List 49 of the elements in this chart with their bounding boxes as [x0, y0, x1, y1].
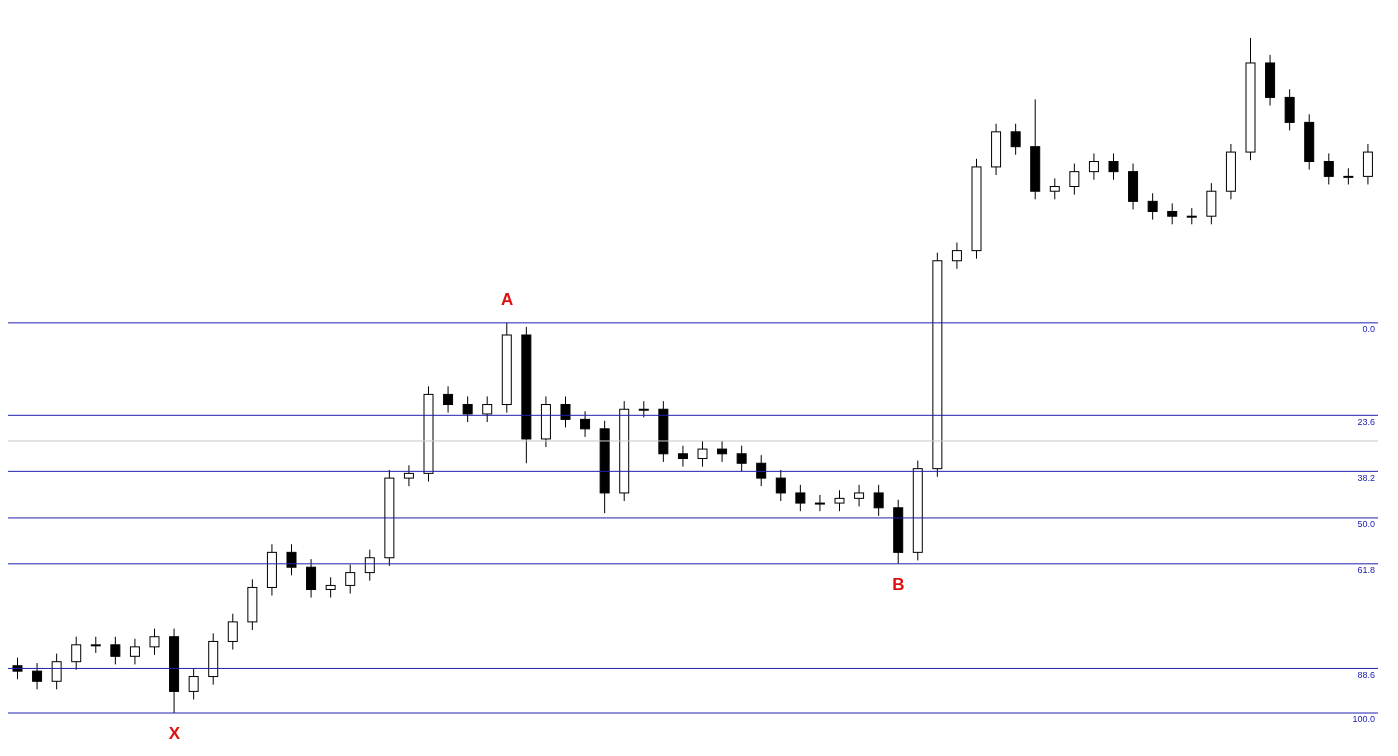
annotation: 23.6 — [1357, 416, 1375, 427]
candlestick — [1323, 152, 1334, 185]
candlestick — [227, 613, 238, 651]
candlestick — [951, 242, 962, 270]
candlestick — [286, 543, 297, 576]
candlestick — [403, 464, 414, 487]
candlestick — [443, 385, 454, 414]
annotation: 100.0 — [1352, 714, 1375, 725]
candlestick — [32, 662, 43, 690]
annotation: X — [168, 724, 181, 744]
candlestick — [677, 445, 688, 468]
candlestick — [129, 638, 140, 665]
candlestick — [1108, 152, 1119, 181]
candlestick — [149, 628, 160, 656]
candlestick — [834, 489, 845, 512]
candlestick — [854, 484, 865, 507]
candlestick — [795, 484, 806, 512]
candlestick — [756, 454, 767, 487]
candlestick — [1010, 123, 1021, 156]
annotation: 38.2 — [1357, 472, 1375, 483]
candlestick — [325, 576, 336, 599]
candlestick — [1069, 163, 1080, 196]
candlestick — [1147, 192, 1158, 221]
candlestick — [482, 395, 493, 423]
annotation: 0.0 — [1362, 324, 1375, 335]
candlestick — [345, 564, 356, 595]
candlestick — [580, 410, 591, 438]
candlestick — [873, 484, 884, 517]
candlestick — [364, 549, 375, 582]
candlestick — [717, 440, 728, 463]
annotation: B — [892, 574, 905, 594]
annotation: A — [500, 289, 514, 309]
annotation: 50.0 — [1357, 519, 1375, 530]
annotation: 61.8 — [1357, 565, 1375, 576]
candlestick — [51, 653, 62, 690]
candlestick — [1049, 177, 1060, 200]
candlestick — [1088, 152, 1099, 181]
candlestick — [71, 636, 82, 671]
candlestick — [775, 469, 786, 502]
candlestick — [462, 395, 473, 423]
candlestick — [110, 636, 121, 665]
candlestick — [814, 494, 825, 512]
candlestick — [188, 667, 199, 700]
candlestick — [1167, 202, 1178, 225]
annotation: 88.6 — [1357, 669, 1375, 680]
candlestick — [736, 445, 747, 472]
candlestick — [560, 395, 571, 428]
candlestick — [306, 558, 317, 599]
candlestick — [697, 440, 708, 468]
